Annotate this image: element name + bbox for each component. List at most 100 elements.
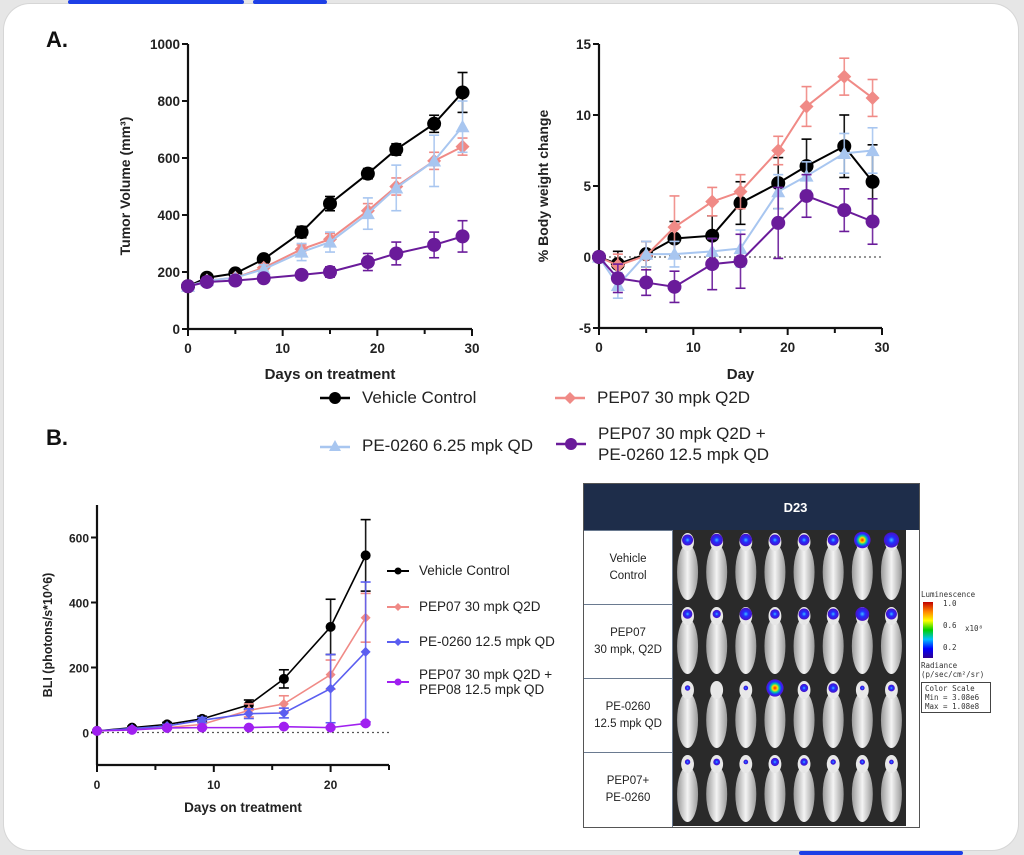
y-tick-label: 600: [69, 532, 89, 546]
data-point: [228, 273, 243, 288]
data-point: [199, 274, 214, 289]
x-axis-label: Days on treatment: [265, 366, 396, 383]
data-point: [256, 252, 271, 267]
bli-row-label: Vehicle Control: [584, 530, 673, 605]
y-tick-label: 10: [576, 108, 591, 123]
bli-signal: [888, 684, 895, 692]
legend-a-vehicle: Vehicle Control: [318, 388, 476, 408]
data-point: [705, 257, 720, 272]
mouse: [735, 692, 757, 748]
scale-min: Min = 3.08e6: [925, 693, 980, 702]
scale-box-title: Color Scale: [925, 684, 975, 693]
data-point: [325, 621, 336, 632]
data-point: [389, 142, 404, 157]
bli-table-header: D23: [584, 484, 919, 530]
mouse: [793, 766, 815, 822]
mouse: [880, 766, 902, 822]
data-point: [733, 254, 748, 269]
y-tick-label: 200: [69, 662, 89, 676]
data-point: [325, 722, 336, 733]
data-point: [837, 146, 852, 159]
series-line: [96, 617, 367, 732]
mouse: [706, 618, 728, 674]
legend-a-pep07: PEP07 30 mpk Q2D: [553, 388, 750, 408]
mouse: [735, 618, 757, 674]
bli-row-label: PE-0260 12.5 mpk QD: [584, 678, 673, 753]
x-tick-label: 0: [184, 341, 192, 356]
series-line: [598, 75, 874, 267]
bli-chart: 0 200 400 600 0 10 20 Days on treatment BLI (pho…: [41, 505, 390, 815]
y-tick-label: 400: [69, 597, 89, 611]
x-tick-label: 10: [207, 778, 221, 792]
y-tick-label: 0: [172, 322, 180, 337]
data-point: [294, 245, 309, 258]
series-3: [181, 219, 470, 294]
data-point: [278, 698, 289, 709]
bli-signal: [770, 609, 780, 619]
legend-b-combo: PEP07 30 mpk Q2D + PEP08 12.5 mpk QD: [386, 667, 552, 697]
legend-circle-marker-icon: [556, 438, 586, 450]
mouse: [677, 544, 699, 600]
mouse: [793, 544, 815, 600]
data-point: [455, 229, 470, 244]
data-point: [243, 722, 254, 733]
x-tick-label: 20: [324, 778, 338, 792]
y-tick-label: 0: [82, 727, 89, 741]
bli-signal: [859, 759, 866, 765]
data-point: [278, 673, 289, 684]
bli-signal: [854, 531, 871, 549]
bli-signal: [855, 607, 870, 621]
data-point: [865, 90, 880, 105]
mouse: [735, 766, 757, 822]
y-tick-label: 200: [157, 265, 180, 280]
bli-signal: [830, 759, 836, 765]
data-point: [360, 206, 375, 220]
mouse-head: [710, 681, 724, 699]
mouse: [880, 692, 902, 748]
mouse: [677, 618, 699, 674]
data-point: [610, 271, 625, 286]
bli-signal: [883, 532, 900, 548]
bli-signal: [712, 609, 721, 619]
bli-signal: [710, 533, 723, 547]
bli-signal: [682, 534, 694, 546]
series-line: [187, 235, 463, 288]
series-0: [92, 518, 371, 736]
mouse: [706, 766, 728, 822]
data-point: [197, 715, 208, 726]
y-tick-label: 800: [157, 94, 180, 109]
mouse: [735, 544, 757, 600]
data-point: [181, 279, 195, 294]
bli-image-table: D23 Vehicle Control PEP07 30 mpk, Q2D PE…: [583, 483, 920, 828]
panel-a-label: A.: [46, 27, 68, 52]
x-tick-label: 30: [464, 341, 479, 356]
bli-signal: [798, 534, 810, 546]
x-tick-label: 10: [686, 340, 701, 355]
bli-day-label: D23: [783, 499, 808, 515]
data-point: [455, 85, 470, 100]
bli-mouse-image: [673, 530, 906, 826]
legend-line-marker-icon: [387, 678, 409, 686]
bli-signal: [800, 758, 808, 766]
scroll-indicator[interactable]: [799, 851, 963, 855]
data-point: [865, 174, 880, 189]
legend-b-label: Vehicle Control: [419, 563, 510, 578]
bli-signal: [739, 607, 753, 621]
mouse: [880, 544, 902, 600]
color-scale-title: Luminescence: [921, 590, 976, 599]
tab-indicator-2[interactable]: [253, 0, 327, 4]
legend-b-pep07: PEP07 30 mpk Q2D: [386, 599, 541, 614]
mouse: [764, 618, 786, 674]
series-line: [187, 91, 464, 288]
tab-indicator-1[interactable]: [68, 0, 244, 4]
y-axis-label: BLI (photons/s*10^6): [41, 573, 55, 698]
series-line: [96, 555, 367, 732]
mouse: [851, 692, 873, 748]
mouse: [764, 544, 786, 600]
panel-b-label: B.: [46, 425, 68, 450]
series-2: [592, 126, 880, 299]
mouse: [677, 692, 699, 748]
data-point: [771, 215, 786, 230]
color-gradient-bar: [923, 602, 933, 658]
